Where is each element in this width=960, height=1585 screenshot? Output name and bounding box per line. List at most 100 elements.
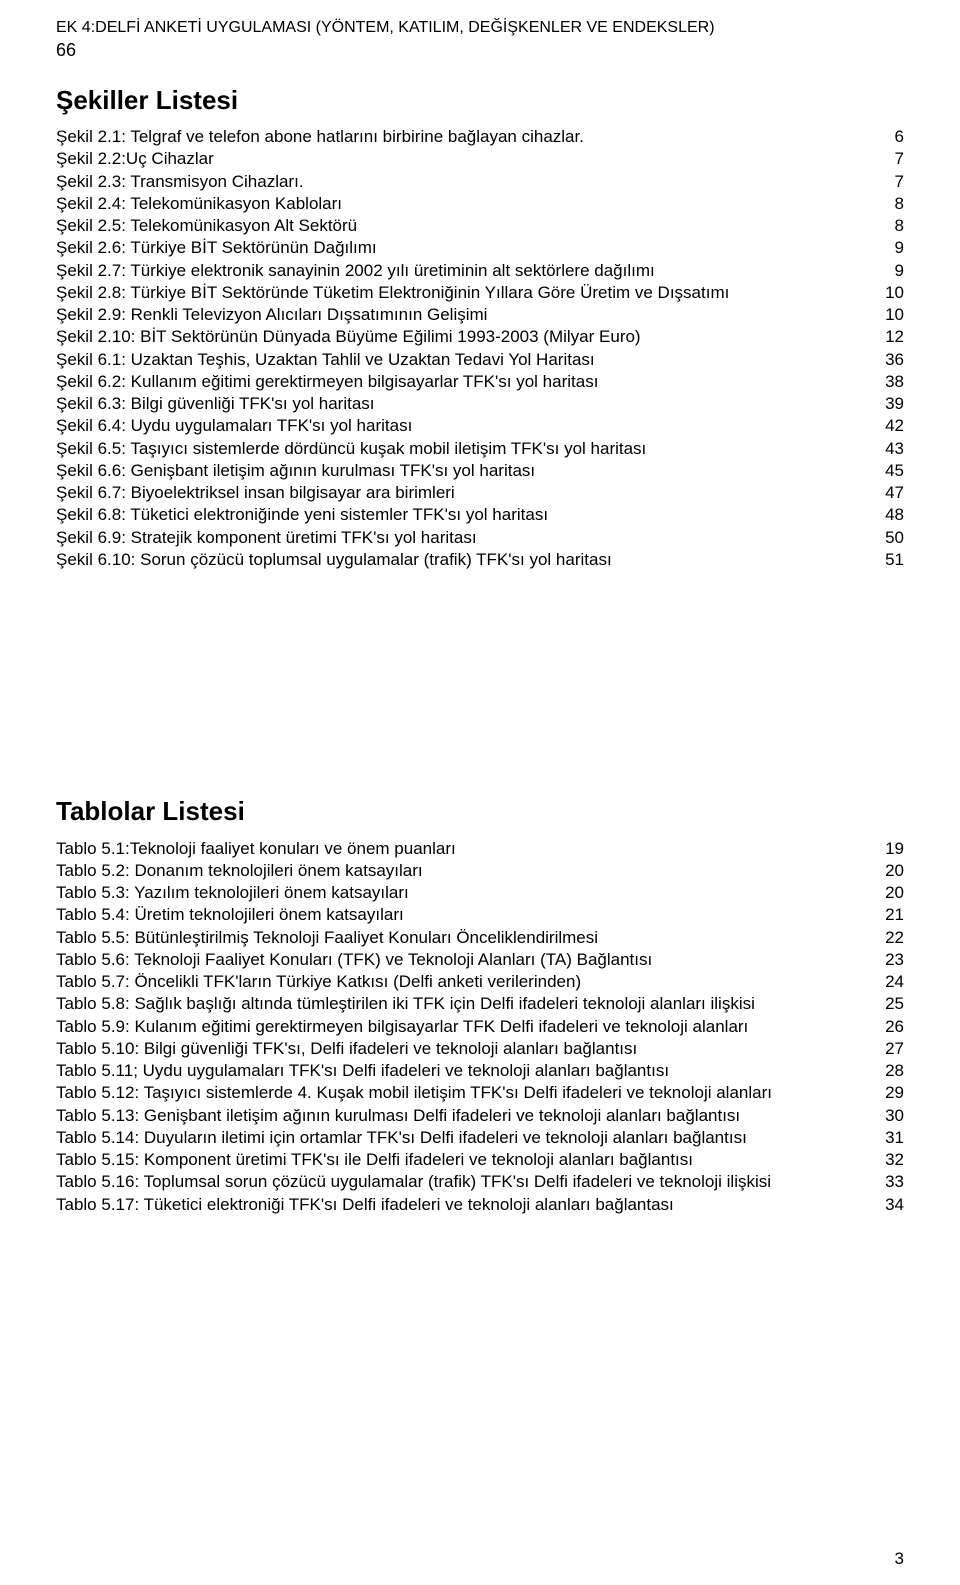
figure-entry-page: 7 xyxy=(880,148,904,169)
table-entry: Tablo 5.8: Sağlık başlığı altında tümleş… xyxy=(56,993,904,1014)
figure-entry: Şekil 6.6: Genişbant iletişim ağının kur… xyxy=(56,460,904,481)
figure-entry-label: Şekil 2.4: Telekomünikasyon Kabloları xyxy=(56,193,880,214)
figure-entry-label: Şekil 2.1: Telgraf ve telefon abone hatl… xyxy=(56,126,880,147)
table-entry-page: 20 xyxy=(880,860,904,881)
table-entry-label: Tablo 5.3: Yazılım teknolojileri önem ka… xyxy=(56,882,880,903)
document-page: EK 4:DELFİ ANKETİ UYGULAMASI (YÖNTEM, KA… xyxy=(0,0,960,1585)
figure-entry: Şekil 2.2:Uç Cihazlar7 xyxy=(56,148,904,169)
figure-entry: Şekil 2.9: Renkli Televizyon Alıcıları D… xyxy=(56,304,904,325)
figure-entry: Şekil 2.10: BİT Sektörünün Dünyada Büyüm… xyxy=(56,326,904,347)
table-entry: Tablo 5.4: Üretim teknolojileri önem kat… xyxy=(56,904,904,925)
figure-entry-page: 12 xyxy=(880,326,904,347)
table-entry-label: Tablo 5.11; Uydu uygulamaları TFK'sı Del… xyxy=(56,1060,880,1081)
figure-entry-page: 38 xyxy=(880,371,904,392)
table-entry-label: Tablo 5.4: Üretim teknolojileri önem kat… xyxy=(56,904,880,925)
figure-entry-page: 8 xyxy=(880,193,904,214)
figure-entry-label: Şekil 2.2:Uç Cihazlar xyxy=(56,148,880,169)
table-entry-page: 25 xyxy=(880,993,904,1014)
figure-entry: Şekil 6.3: Bilgi güvenliği TFK'sı yol ha… xyxy=(56,393,904,414)
figure-entry-page: 6 xyxy=(880,126,904,147)
table-entry: Tablo 5.12: Taşıyıcı sistemlerde 4. Kuşa… xyxy=(56,1082,904,1103)
table-entry-label: Tablo 5.7: Öncelikli TFK'ların Türkiye K… xyxy=(56,971,880,992)
figures-list: Şekil 2.1: Telgraf ve telefon abone hatl… xyxy=(56,126,904,570)
figure-entry-label: Şekil 6.8: Tüketici elektroniğinde yeni … xyxy=(56,504,880,525)
table-entry-label: Tablo 5.15: Komponent üretimi TFK'sı ile… xyxy=(56,1149,880,1170)
figure-entry: Şekil 2.5: Telekomünikasyon Alt Sektörü8 xyxy=(56,215,904,236)
table-entry-page: 30 xyxy=(880,1105,904,1126)
figure-entry-label: Şekil 6.10: Sorun çözücü toplumsal uygul… xyxy=(56,549,880,570)
figure-entry-page: 43 xyxy=(880,438,904,459)
table-entry-page: 19 xyxy=(880,838,904,859)
figure-entry-label: Şekil 6.7: Biyoelektriksel insan bilgisa… xyxy=(56,482,880,503)
figure-entry-label: Şekil 2.7: Türkiye elektronik sanayinin … xyxy=(56,260,880,281)
figure-entry-page: 48 xyxy=(880,504,904,525)
figure-entry-label: Şekil 2.3: Transmisyon Cihazları. xyxy=(56,171,880,192)
figure-entry-page: 9 xyxy=(880,237,904,258)
table-entry: Tablo 5.15: Komponent üretimi TFK'sı ile… xyxy=(56,1149,904,1170)
table-entry-label: Tablo 5.6: Teknoloji Faaliyet Konuları (… xyxy=(56,949,880,970)
figure-entry-page: 47 xyxy=(880,482,904,503)
figure-entry: Şekil 6.7: Biyoelektriksel insan bilgisa… xyxy=(56,482,904,503)
table-entry-label: Tablo 5.14: Duyuların iletimi için ortam… xyxy=(56,1127,880,1148)
table-entry-label: Tablo 5.2: Donanım teknolojileri önem ka… xyxy=(56,860,880,881)
figure-entry: Şekil 6.9: Stratejik komponent üretimi T… xyxy=(56,527,904,548)
figure-entry-label: Şekil 2.6: Türkiye BİT Sektörünün Dağılı… xyxy=(56,237,880,258)
figure-entry-label: Şekil 6.6: Genişbant iletişim ağının kur… xyxy=(56,460,880,481)
table-entry-page: 27 xyxy=(880,1038,904,1059)
table-entry: Tablo 5.10: Bilgi güvenliği TFK'sı, Delf… xyxy=(56,1038,904,1059)
figure-entry: Şekil 6.5: Taşıyıcı sistemlerde dördüncü… xyxy=(56,438,904,459)
figure-entry-label: Şekil 6.5: Taşıyıcı sistemlerde dördüncü… xyxy=(56,438,880,459)
table-entry: Tablo 5.3: Yazılım teknolojileri önem ka… xyxy=(56,882,904,903)
spacer xyxy=(56,571,904,781)
table-entry: Tablo 5.17: Tüketici elektroniği TFK'sı … xyxy=(56,1194,904,1215)
figure-entry-page: 9 xyxy=(880,260,904,281)
table-entry: Tablo 5.2: Donanım teknolojileri önem ka… xyxy=(56,860,904,881)
table-entry-page: 26 xyxy=(880,1016,904,1037)
figure-entry: Şekil 6.2: Kullanım eğitimi gerektirmeye… xyxy=(56,371,904,392)
figure-entry: Şekil 2.4: Telekomünikasyon Kabloları8 xyxy=(56,193,904,214)
figure-entry-label: Şekil 6.9: Stratejik komponent üretimi T… xyxy=(56,527,880,548)
figure-entry-label: Şekil 6.4: Uydu uygulamaları TFK'sı yol … xyxy=(56,415,880,436)
figure-entry-page: 36 xyxy=(880,349,904,370)
figure-entry-page: 7 xyxy=(880,171,904,192)
figure-entry-label: Şekil 2.10: BİT Sektörünün Dünyada Büyüm… xyxy=(56,326,880,347)
figure-entry: Şekil 2.3: Transmisyon Cihazları.7 xyxy=(56,171,904,192)
figure-entry-label: Şekil 2.5: Telekomünikasyon Alt Sektörü xyxy=(56,215,880,236)
figure-entry: Şekil 2.6: Türkiye BİT Sektörünün Dağılı… xyxy=(56,237,904,258)
running-header-page-ref: 66 xyxy=(56,39,904,62)
table-entry: Tablo 5.1:Teknoloji faaliyet konuları ve… xyxy=(56,838,904,859)
table-entry-label: Tablo 5.17: Tüketici elektroniği TFK'sı … xyxy=(56,1194,880,1215)
figure-entry: Şekil 6.1: Uzaktan Teşhis, Uzaktan Tahli… xyxy=(56,349,904,370)
figure-entry-page: 50 xyxy=(880,527,904,548)
figure-entry: Şekil 6.4: Uydu uygulamaları TFK'sı yol … xyxy=(56,415,904,436)
table-entry-page: 28 xyxy=(880,1060,904,1081)
table-entry: Tablo 5.5: Bütünleştirilmiş Teknoloji Fa… xyxy=(56,927,904,948)
table-entry-page: 22 xyxy=(880,927,904,948)
figure-entry: Şekil 2.1: Telgraf ve telefon abone hatl… xyxy=(56,126,904,147)
figure-entry-page: 10 xyxy=(880,304,904,325)
figure-entry: Şekil 6.10: Sorun çözücü toplumsal uygul… xyxy=(56,549,904,570)
figure-entry: Şekil 2.8: Türkiye BİT Sektöründe Tüketi… xyxy=(56,282,904,303)
table-entry-label: Tablo 5.13: Genişbant iletişim ağının ku… xyxy=(56,1105,880,1126)
table-entry-page: 29 xyxy=(880,1082,904,1103)
table-entry-page: 20 xyxy=(880,882,904,903)
figure-entry-label: Şekil 6.2: Kullanım eğitimi gerektirmeye… xyxy=(56,371,880,392)
figure-entry-label: Şekil 6.1: Uzaktan Teşhis, Uzaktan Tahli… xyxy=(56,349,880,370)
figure-entry: Şekil 6.8: Tüketici elektroniğinde yeni … xyxy=(56,504,904,525)
table-entry-page: 33 xyxy=(880,1171,904,1192)
table-entry-page: 31 xyxy=(880,1127,904,1148)
figure-entry-page: 45 xyxy=(880,460,904,481)
table-entry-page: 34 xyxy=(880,1194,904,1215)
figure-entry-page: 42 xyxy=(880,415,904,436)
table-entry-label: Tablo 5.12: Taşıyıcı sistemlerde 4. Kuşa… xyxy=(56,1082,880,1103)
table-entry-page: 21 xyxy=(880,904,904,925)
table-entry: Tablo 5.13: Genişbant iletişim ağının ku… xyxy=(56,1105,904,1126)
tables-list-title: Tablolar Listesi xyxy=(56,795,904,828)
figure-entry-page: 8 xyxy=(880,215,904,236)
table-entry-page: 24 xyxy=(880,971,904,992)
table-entry: Tablo 5.7: Öncelikli TFK'ların Türkiye K… xyxy=(56,971,904,992)
tables-list: Tablo 5.1:Teknoloji faaliyet konuları ve… xyxy=(56,838,904,1215)
figures-list-title: Şekiller Listesi xyxy=(56,84,904,117)
table-entry-page: 32 xyxy=(880,1149,904,1170)
table-entry: Tablo 5.11; Uydu uygulamaları TFK'sı Del… xyxy=(56,1060,904,1081)
